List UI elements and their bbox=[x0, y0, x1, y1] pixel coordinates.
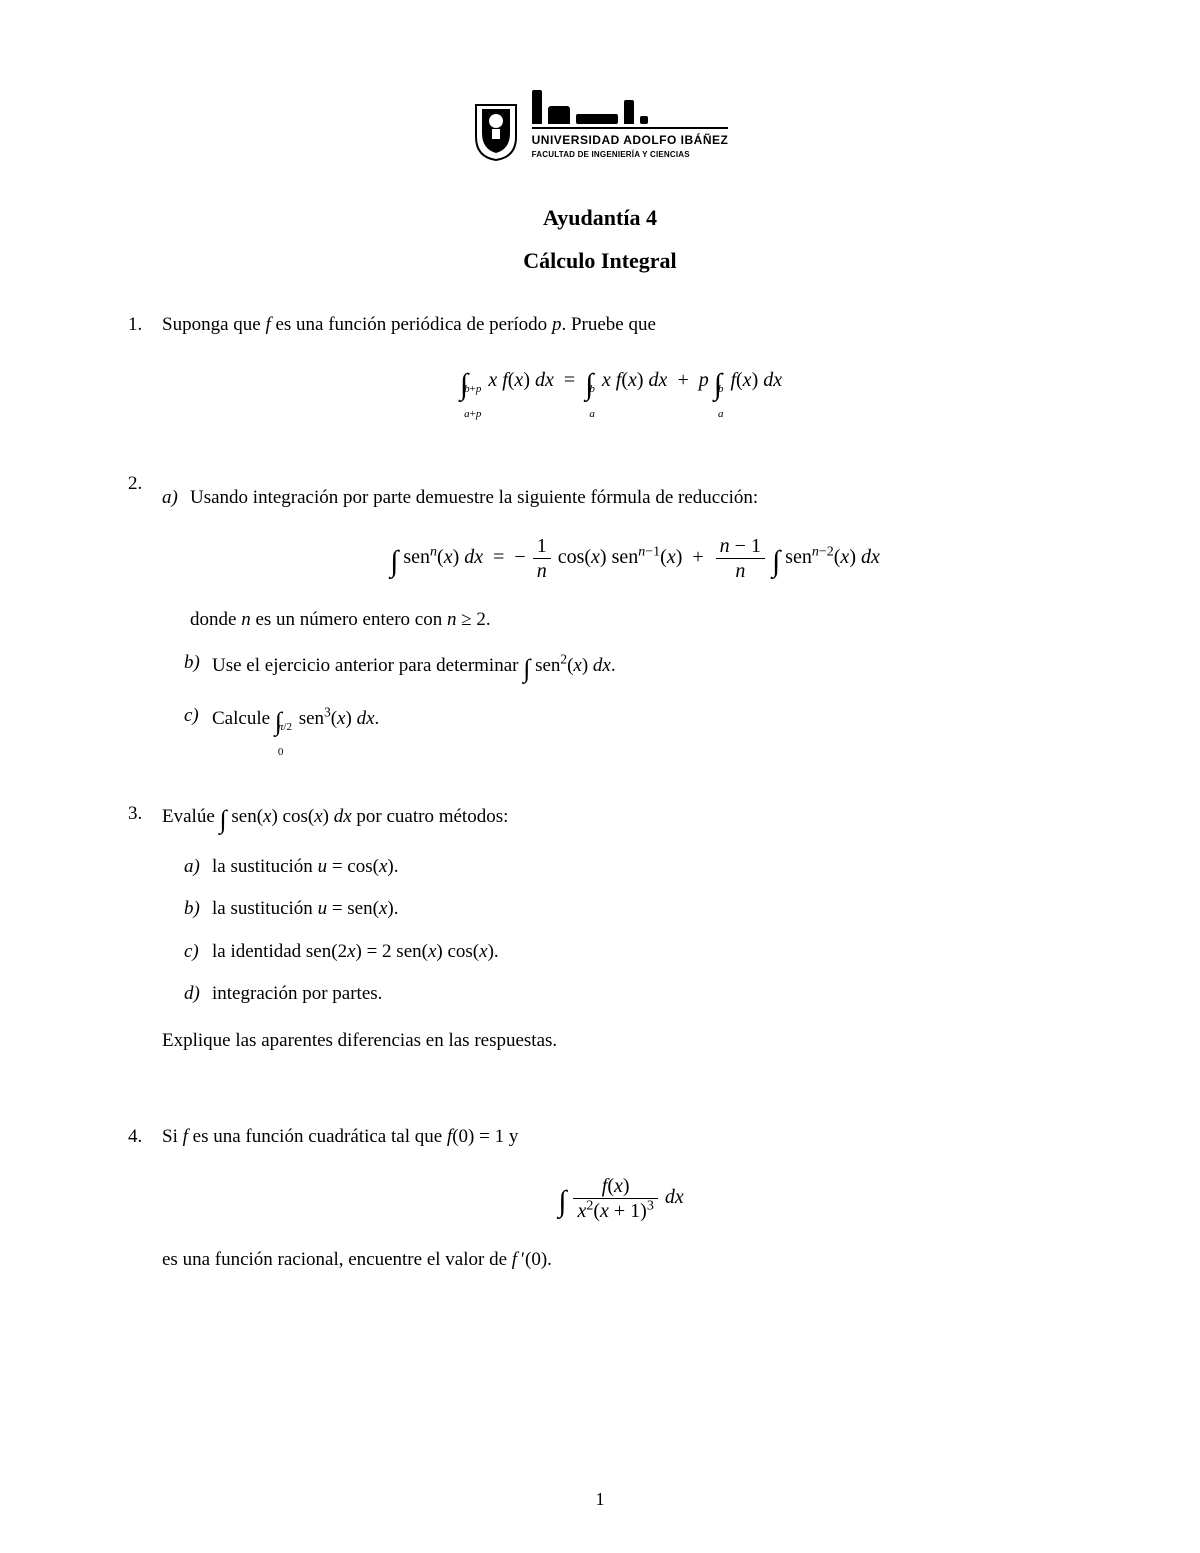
problem-text-post: es una función racional, encuentre el va… bbox=[162, 1249, 552, 1270]
problem-number: 1. bbox=[128, 311, 162, 442]
page-number: 1 bbox=[0, 1486, 1200, 1513]
university-name: UNIVERSIDAD ADOLFO IBÁÑEZ bbox=[532, 127, 729, 149]
subitem-text: Usando integración por parte demuestre l… bbox=[190, 487, 758, 508]
problem-text: Suponga que f es una función periódica d… bbox=[162, 314, 656, 335]
problem-2: 2. a) Usando integración por parte demue… bbox=[128, 470, 1080, 772]
subitem-label: a) bbox=[184, 853, 212, 882]
problem-4: 4. Si f es una función cuadrática tal qu… bbox=[128, 1123, 1080, 1274]
document-title: Ayudantía 4 bbox=[120, 201, 1080, 234]
subitem-label: b) bbox=[184, 895, 212, 924]
subitem-label: c) bbox=[184, 702, 212, 758]
subitem-text: la sustitución u = sen(x). bbox=[212, 895, 1080, 924]
problem-number: 4. bbox=[128, 1123, 162, 1274]
subitem-text: Use el ejercicio anterior para determina… bbox=[212, 649, 1080, 688]
equation: ∫ f(x) x2(x + 1)3 dx bbox=[162, 1174, 1080, 1224]
subitem-text: Calcule ∫π/20 sen3(x) dx. bbox=[212, 702, 1080, 758]
faculty-name: FACULTAD DE INGENIERÍA Y CIENCIAS bbox=[532, 149, 690, 161]
header-logo: UNIVERSIDAD ADOLFO IBÁÑEZ FACULTAD DE IN… bbox=[120, 90, 1080, 161]
subitem-note: donde n es un número entero con n ≥ 2. bbox=[190, 609, 491, 630]
problem-number: 2. bbox=[128, 470, 162, 772]
problem-text: Evalúe ∫ sen(x) cos(x) dx por cuatro mét… bbox=[162, 806, 508, 827]
problem-number: 3. bbox=[128, 800, 162, 1096]
logo-bars-icon bbox=[532, 90, 648, 124]
equation: ∫b+pa+p x f(x) dx = ∫ba x f(x) dx + p ∫b… bbox=[162, 362, 1080, 420]
subitem-label: c) bbox=[184, 938, 212, 967]
problem-3: 3. Evalúe ∫ sen(x) cos(x) dx por cuatro … bbox=[128, 800, 1080, 1096]
problems-list: 1. Suponga que f es una función periódic… bbox=[120, 311, 1080, 1274]
document-subtitle: Cálculo Integral bbox=[120, 244, 1080, 277]
shield-icon bbox=[472, 103, 520, 161]
subitem-text: la identidad sen(2x) = 2 sen(x) cos(x). bbox=[212, 938, 1080, 967]
problem-text: Si f es una función cuadrática tal que f… bbox=[162, 1126, 518, 1147]
problem-explain: Explique las aparentes diferencias en la… bbox=[162, 1027, 1080, 1056]
logo-text-block: UNIVERSIDAD ADOLFO IBÁÑEZ FACULTAD DE IN… bbox=[532, 90, 729, 161]
subitem-text: la sustitución u = cos(x). bbox=[212, 853, 1080, 882]
subitem-label: b) bbox=[184, 649, 212, 688]
equation: ∫ senn(x) dx = − 1n cos(x) senn−1(x) + n… bbox=[190, 534, 1080, 584]
subitem-label: d) bbox=[184, 980, 212, 1009]
subitem-label: a) bbox=[162, 484, 190, 635]
problem-1: 1. Suponga que f es una función periódic… bbox=[128, 311, 1080, 442]
subitem-text: integración por partes. bbox=[212, 980, 1080, 1009]
